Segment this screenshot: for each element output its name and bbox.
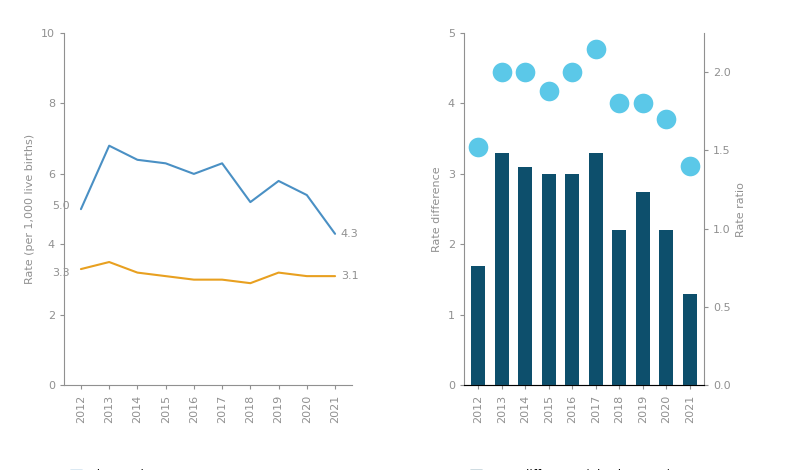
Bar xyxy=(518,167,532,385)
Bar xyxy=(612,230,626,385)
Bar xyxy=(636,192,650,385)
Point xyxy=(518,68,531,76)
Point xyxy=(613,100,626,107)
Text: 3.1: 3.1 xyxy=(341,271,358,281)
Bar xyxy=(683,294,697,385)
Bar xyxy=(659,230,674,385)
Legend: Rate difference (absolute gap), Rate ratio: Rate difference (absolute gap), Rate rat… xyxy=(470,469,671,470)
Point xyxy=(590,45,602,52)
Y-axis label: Rate difference: Rate difference xyxy=(432,166,442,252)
Bar xyxy=(565,174,579,385)
Y-axis label: Rate ratio: Rate ratio xyxy=(736,182,746,236)
Bar xyxy=(471,266,485,385)
Bar xyxy=(542,174,556,385)
Text: 3.3: 3.3 xyxy=(52,267,70,278)
Text: 4.3: 4.3 xyxy=(341,229,358,239)
Point xyxy=(542,87,555,94)
Point xyxy=(472,143,485,151)
Bar xyxy=(589,153,603,385)
Bar xyxy=(494,153,509,385)
Point xyxy=(495,68,508,76)
Text: 5.0: 5.0 xyxy=(52,201,70,211)
Point xyxy=(660,115,673,123)
Point xyxy=(683,162,696,170)
Y-axis label: Rate (per 1,000 live births): Rate (per 1,000 live births) xyxy=(26,134,35,284)
Point xyxy=(637,100,650,107)
Point xyxy=(566,68,578,76)
Legend: First Nations, Non-Indigenous: First Nations, Non-Indigenous xyxy=(70,469,184,470)
